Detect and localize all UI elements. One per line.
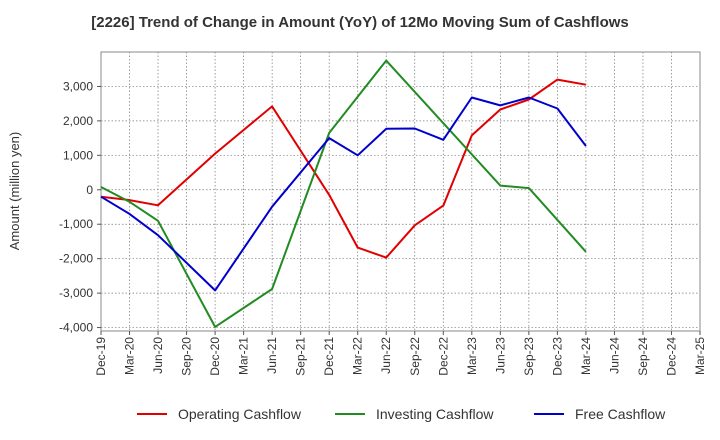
series-line-free-cashflow (100, 96, 587, 292)
y-tick-label: 2,000 (63, 114, 93, 128)
grid (100, 52, 701, 331)
x-tick-label: Jun-20 (151, 337, 165, 374)
x-tick-label: Dec-24 (664, 337, 678, 376)
x-tick-label: Sep-22 (408, 337, 422, 376)
y-tick-label: -1,000 (59, 217, 93, 231)
x-tick-label: Sep-20 (180, 337, 194, 376)
y-axis-label: Amount (million yen) (7, 132, 22, 251)
y-tick-label: 1,000 (63, 148, 93, 162)
x-tick-label: Sep-24 (636, 337, 650, 376)
x-tick-label: Mar-25 (693, 337, 707, 375)
y-tick-label: 3,000 (63, 79, 93, 93)
plot-frame (100, 51, 701, 332)
x-tick-label: Dec-21 (322, 337, 336, 376)
series-line-operating-cashflow (100, 78, 587, 259)
x-tick-label: Jun-23 (493, 337, 507, 374)
y-tick-label: 0 (86, 183, 93, 197)
y-tick-label: -3,000 (59, 286, 93, 300)
x-tick-label: Dec-19 (94, 337, 108, 376)
y-tick-label: -2,000 (59, 252, 93, 266)
x-axis-ticks: Dec-19 Mar-20 Jun-20 Sep-20 Dec-20 Mar-21 Jun-… (94, 331, 707, 376)
x-tick-label: Sep-23 (522, 337, 536, 376)
x-tick-label: Jun-22 (379, 337, 393, 374)
x-tick-label: Dec-22 (436, 337, 450, 376)
x-tick-label: Jun-21 (265, 337, 279, 374)
y-tick-label: -4,000 (59, 321, 93, 335)
x-tick-label: Mar-24 (579, 337, 593, 375)
x-tick-label: Mar-23 (465, 337, 479, 375)
legend-label-investing-cashflow: Investing Cashflow (376, 406, 494, 422)
x-tick-label: Mar-21 (237, 337, 251, 375)
y-axis-ticks: -4,000 -3,000 -2,000 -1,000 0 1,000 2,000 3,000 (59, 79, 101, 335)
legend: Operating Cashflow Investing Cashflow Free… (137, 406, 666, 422)
legend-label-operating-cashflow: Operating Cashflow (178, 406, 302, 422)
series-line-investing-cashflow (100, 59, 587, 328)
x-tick-label: Jun-24 (607, 337, 621, 374)
chart-title: [2226] Trend of Change in Amount (YoY) o… (91, 14, 629, 31)
x-tick-label: Dec-23 (550, 337, 564, 376)
series (100, 59, 587, 328)
legend-label-free-cashflow: Free Cashflow (575, 406, 666, 422)
x-tick-label: Mar-20 (123, 337, 137, 375)
x-tick-label: Sep-21 (294, 337, 308, 376)
x-tick-label: Mar-22 (351, 337, 365, 375)
x-tick-label: Dec-20 (208, 337, 222, 376)
